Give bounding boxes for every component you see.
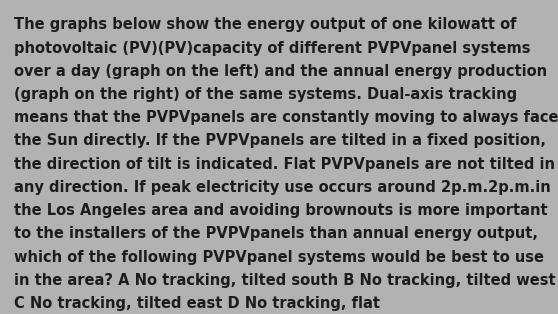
Text: the direction of tilt is indicated. Flat PVPVpanels are not tilted in: the direction of tilt is indicated. Flat… xyxy=(14,157,555,172)
Text: C No tracking, tilted east D No tracking, flat: C No tracking, tilted east D No tracking… xyxy=(14,296,380,311)
Text: The graphs below show the energy output of one kilowatt of: The graphs below show the energy output … xyxy=(14,17,517,32)
Text: over a day (graph on the left) and the annual energy production: over a day (graph on the left) and the a… xyxy=(14,64,547,79)
Text: in the area? A No tracking, tilted south B No tracking, tilted west: in the area? A No tracking, tilted south… xyxy=(14,273,556,288)
Text: the Sun directly. If the PVPVpanels are tilted in a fixed position,: the Sun directly. If the PVPVpanels are … xyxy=(14,133,546,149)
Text: the Los Angeles area and avoiding brownouts is more important: the Los Angeles area and avoiding browno… xyxy=(14,203,547,218)
Text: (graph on the right) of the same systems. Dual-axis tracking: (graph on the right) of the same systems… xyxy=(14,87,517,102)
Text: any direction. If peak electricity use occurs around 2p.m.2p.m.in: any direction. If peak electricity use o… xyxy=(14,180,551,195)
Text: photovoltaic (PV)(PV)capacity of different PVPVpanel systems: photovoltaic (PV)(PV)capacity of differe… xyxy=(14,41,531,56)
Text: which of the following PVPVpanel systems would be best to use: which of the following PVPVpanel systems… xyxy=(14,250,544,265)
Text: to the installers of the PVPVpanels than annual energy output,: to the installers of the PVPVpanels than… xyxy=(14,226,538,241)
Text: means that the PVPVpanels are constantly moving to always face: means that the PVPVpanels are constantly… xyxy=(14,110,558,125)
